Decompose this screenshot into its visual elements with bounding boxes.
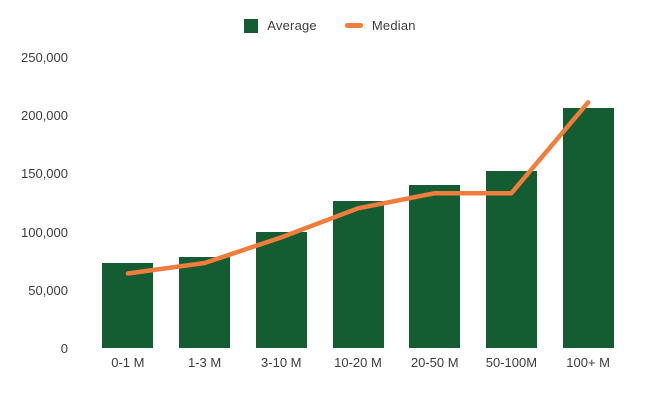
- y-tick-label: 50,000: [28, 282, 68, 298]
- bar-20-50 M: [409, 185, 461, 348]
- x-tick-label: 1-3 M: [187, 355, 222, 370]
- x-tick-label: 3-10 M: [261, 355, 302, 370]
- bar-3-10 M: [255, 231, 307, 348]
- bar-1-3 M: [179, 257, 231, 348]
- y-tick-label: 250,000: [21, 50, 68, 65]
- y-tick-label: 150,000: [21, 166, 68, 182]
- chart-legend: Average Median: [0, 18, 660, 33]
- bar-10-20 M: [332, 201, 384, 348]
- legend-label-median: Median: [371, 18, 416, 33]
- legend-item-average: Average: [244, 18, 317, 33]
- y-tick-label: 100,000: [21, 224, 68, 240]
- bar-0-1 M: [102, 263, 154, 348]
- legend-label-average: Average: [267, 18, 317, 33]
- x-tick-label: 50-100M: [485, 355, 538, 370]
- y-tick-label: 200,000: [21, 108, 68, 124]
- x-tick-label: 0-1 M: [111, 355, 145, 370]
- x-tick-label: 20-50 M: [410, 355, 459, 370]
- y-tick-label: 0: [60, 341, 68, 356]
- x-tick-label: 10-20 M: [334, 355, 382, 370]
- bar-100+ M: [562, 108, 614, 348]
- x-tick-label: 100+ M: [566, 355, 610, 370]
- median-swatch-icon: [344, 23, 363, 28]
- legend-item-median: Median: [344, 18, 416, 33]
- bar-50-100M: [485, 171, 537, 348]
- average-swatch-icon: [244, 18, 259, 33]
